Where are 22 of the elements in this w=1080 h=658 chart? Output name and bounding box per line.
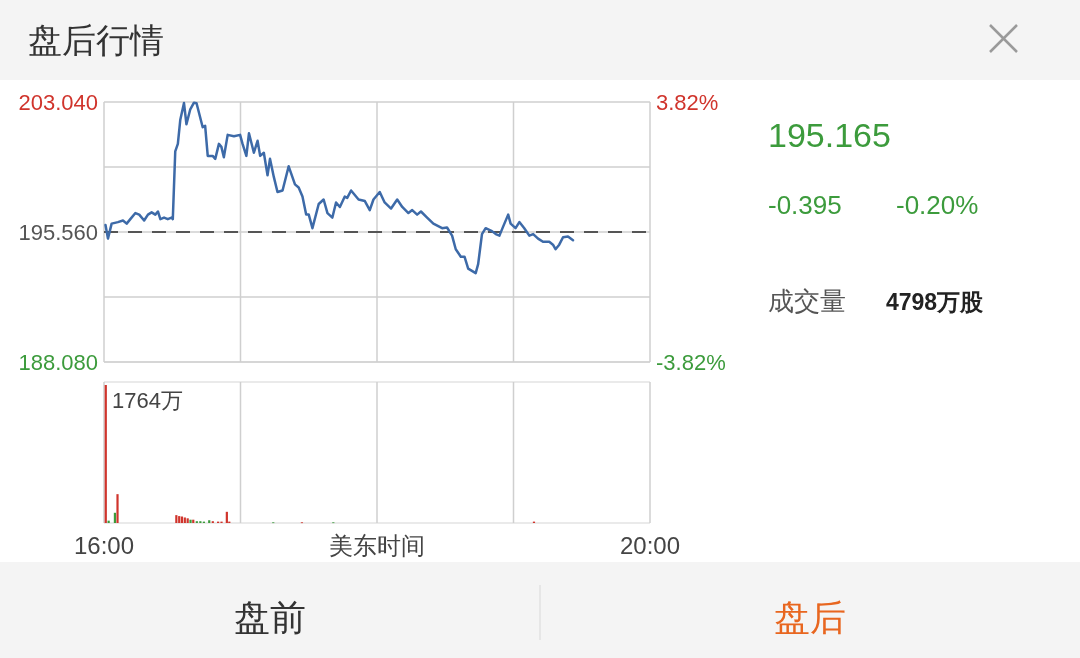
text: 盘前 bbox=[234, 597, 306, 638]
y2-tick-label: 3.82% bbox=[656, 90, 719, 115]
x-axis-title: 美东时间 bbox=[329, 532, 425, 559]
text: 195.165 bbox=[768, 116, 891, 154]
y-tick-label: 188.080 bbox=[18, 350, 98, 375]
bar bbox=[116, 494, 119, 523]
text: -0.20% bbox=[896, 190, 979, 220]
x-tick-label: 16:00 bbox=[73, 532, 135, 559]
y-tick-label: 203.040 bbox=[18, 90, 98, 115]
text: 成交量 bbox=[768, 286, 846, 316]
chart-title: 盘后行情 bbox=[28, 21, 164, 59]
bar bbox=[113, 512, 117, 523]
line-series bbox=[104, 101, 575, 275]
bar bbox=[104, 385, 107, 523]
annotation: 1764万 bbox=[112, 388, 183, 413]
x-tick-label: 20:00 bbox=[619, 532, 681, 559]
bar bbox=[175, 515, 178, 523]
text: 盘后 bbox=[774, 597, 846, 638]
text: 4798万股 bbox=[886, 289, 985, 315]
y2-tick-label: -3.82% bbox=[656, 350, 726, 375]
text: -0.395 bbox=[768, 190, 842, 220]
y-tick-label: 195.560 bbox=[18, 220, 98, 245]
